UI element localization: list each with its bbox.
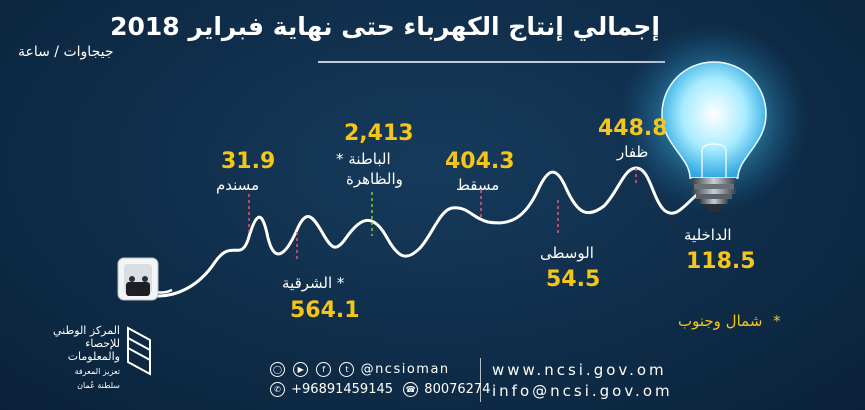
value-sharqiya: 564.1 [290,298,360,323]
instagram-icon[interactable]: ◯ [270,362,285,377]
logo-line4: تعزيز المعرفة [74,367,120,376]
connector-lines [248,168,637,262]
value-dakhiliya: 118.5 [686,249,756,274]
label-muscat: مسقط [456,176,500,194]
value-wusta: 54.5 [546,267,601,292]
whatsapp-icon[interactable]: ✆ [270,382,285,397]
page-title: إجمالي إنتاج الكهرباء حتى نهاية فبراير 2… [110,12,660,41]
plug-icon [117,257,159,301]
label-batinah: الباطنة * [336,150,391,168]
footer-divider [480,358,481,402]
asterisk-sharqiya: * [336,274,345,292]
cable-line [146,166,702,298]
label-musandam: مسندم [216,176,260,194]
youtube-icon[interactable]: ▶ [293,362,309,377]
ncsi-logo: المركز الوطني للإحصاء والمعلومات تعزيز ا… [20,322,162,404]
label-dakhiliya: الداخلية [684,226,732,244]
light-bulb-icon [619,23,809,213]
label-dhofar: ظفار [617,143,649,161]
logo-mark-icon [127,326,151,376]
social-handle[interactable]: @ncsioman [360,362,450,377]
phone-number[interactable]: 80076274 [424,382,491,397]
footnote: * شمال وجنوب [678,312,781,330]
footnote-asterisk: * [773,312,781,330]
phone-row: ✆ +96891459145 ☎ 80076274 [268,382,490,397]
label-sharqiya: * الشرقية [282,274,345,292]
asterisk-batinah: * [336,150,344,168]
phone-icon[interactable]: ☎ [403,382,419,397]
website-link[interactable]: www.ncsi.gov.om [492,361,667,379]
value-dhofar: 448.8 [598,116,668,141]
logo-line1: المركز الوطني [53,324,120,337]
social-row: ◯ ▶ f t @ncsioman [268,362,450,377]
twitter-icon[interactable]: t [339,362,355,377]
label-batinah-line2: والظاهرة [346,170,403,188]
value-muscat: 404.3 [445,149,515,174]
label-wusta: الوسطى [540,244,594,262]
footnote-text: شمال وجنوب [678,312,763,330]
logo-line2: للإحصاء [85,337,120,350]
value-musandam: 31.9 [221,149,276,174]
unit-label: جيجاوات / ساعة [18,44,114,60]
logo-line5: سلطنة عُمان [77,381,120,390]
whatsapp-number[interactable]: +96891459145 [291,382,394,397]
facebook-icon[interactable]: f [316,362,332,377]
value-batinah: 2,413 [344,121,414,146]
email-link[interactable]: info@ncsi.gov.om [492,382,673,400]
logo-line3: والمعلومات [67,350,120,363]
